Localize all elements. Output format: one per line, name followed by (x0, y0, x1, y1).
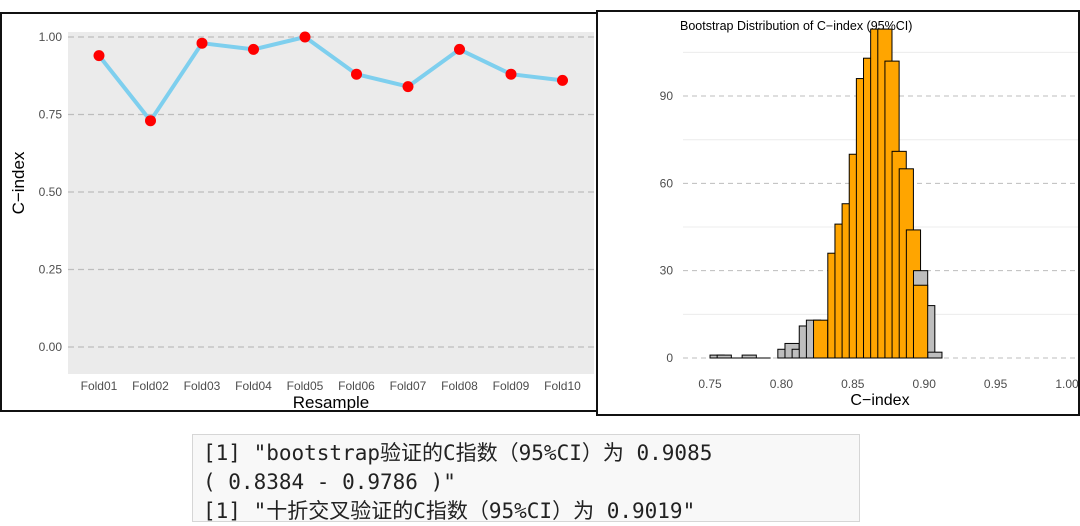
data-point (505, 68, 517, 80)
x-tick-label: Fold02 (132, 379, 169, 393)
bar-out-ci (716, 354, 732, 359)
series-line (97, 35, 563, 123)
console-line-1: [1] "bootstrap验证的C指数（95%CI）为 0.9085 (203, 441, 713, 465)
data-point (557, 74, 568, 86)
y-tick-label: 0.50 (39, 185, 63, 199)
x-tick-label: 1.00 (1055, 377, 1079, 391)
bootstrap-histogram: Bootstrap Distribution of C−index (95%CI… (660, 19, 1079, 409)
y-tick-label: 90 (660, 89, 674, 103)
bootstrap-histogram-panel: Bootstrap Distribution of C−index (95%CI… (596, 10, 1080, 416)
x-tick-label: 0.85 (841, 377, 865, 391)
x-tick-label: Fold07 (390, 379, 427, 393)
y-axis-label: C−index (9, 151, 28, 214)
x-tick-label: Fold03 (184, 379, 221, 393)
y-tick-label: 0.75 (39, 108, 63, 122)
x-tick-label: Fold10 (544, 379, 581, 393)
bar-out-ci (927, 351, 943, 359)
cv-line-chart: 0.00 0.25 0.50 0.75 1.00 Fold01 Fold02 Fold03 Fo… (9, 30, 594, 412)
bar-in-ci (813, 319, 829, 359)
data-point (351, 68, 362, 80)
data-point (248, 43, 259, 55)
r-console-output: [1] "bootstrap验证的C指数（95%CI）为 0.9085 ( 0.… (192, 434, 860, 523)
x-tick-label: 0.95 (984, 377, 1008, 391)
data-point (145, 115, 156, 127)
x-tick-label: Fold05 (287, 379, 324, 393)
x-tick-label: Fold01 (81, 379, 118, 393)
data-point (454, 43, 465, 55)
x-tick-label: Fold06 (338, 379, 375, 393)
y-tick-label: 1.00 (39, 30, 63, 44)
x-tick-label: 0.90 (913, 377, 937, 391)
x-axis-label: C−index (850, 392, 909, 409)
x-tick-label: Fold04 (235, 379, 272, 393)
bar-ci-overlay (912, 284, 929, 359)
y-tick-label: 0 (666, 351, 673, 365)
chart-title: Bootstrap Distribution of C−index (95%CI… (680, 19, 912, 33)
console-line-3: [1] "十折交叉验证的C指数（95%CI）为 0.9019" (203, 499, 696, 523)
console-line-2: ( 0.8384 - 0.9786 )" (203, 470, 456, 494)
x-tick-label: 0.75 (698, 377, 722, 391)
y-tick-label: 0.00 (39, 340, 63, 354)
plot-background (68, 32, 594, 374)
data-point (299, 31, 311, 43)
bar-out-ci (741, 354, 757, 359)
data-point (402, 81, 414, 93)
y-tick-label: 60 (660, 176, 674, 190)
x-tick-label: Fold08 (441, 379, 478, 393)
data-point (196, 37, 208, 49)
y-tick-label: 0.25 (39, 263, 63, 277)
x-tick-label: 0.80 (770, 377, 794, 391)
y-tick-label: 30 (660, 264, 674, 278)
cv-line-chart-panel: 0.00 0.25 0.50 0.75 1.00 Fold01 Fold02 Fold03 Fo… (0, 12, 598, 412)
data-point (93, 50, 105, 62)
x-axis-label: Resample (293, 393, 370, 412)
x-tick-label: Fold09 (493, 379, 530, 393)
